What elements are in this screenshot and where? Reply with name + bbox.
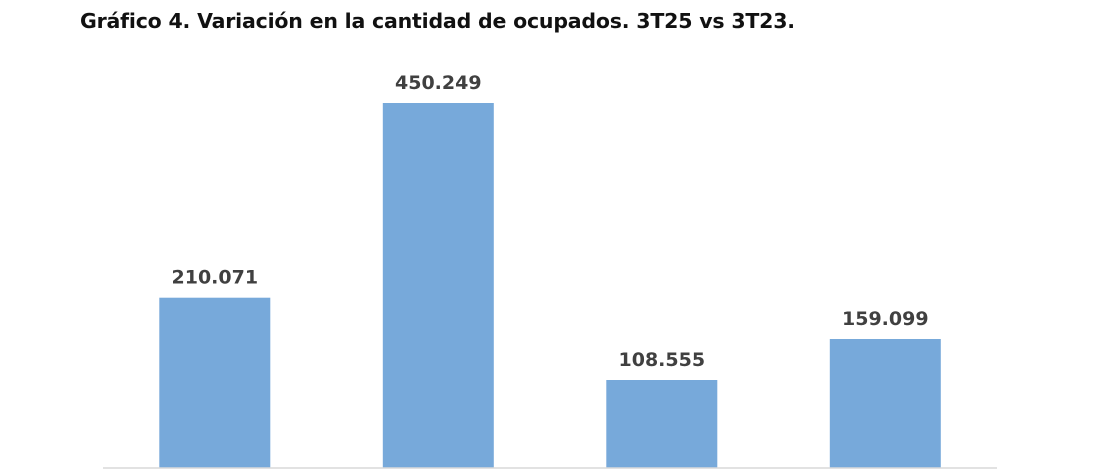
bar-4 (829, 339, 941, 468)
bar-3 (606, 380, 718, 468)
data-label-4: 159.099 (842, 308, 929, 330)
chart-title: Gráfico 4. Variación en la cantidad de o… (80, 9, 795, 33)
data-labels-group: 210.071 450.249 108.555 159.099 (172, 72, 929, 371)
data-label-3: 108.555 (619, 349, 706, 371)
data-label-1: 210.071 (172, 267, 259, 289)
bars-group (159, 103, 941, 468)
data-label-2: 450.249 (395, 72, 482, 94)
bar-2 (382, 103, 494, 468)
bar-1 (159, 297, 271, 468)
